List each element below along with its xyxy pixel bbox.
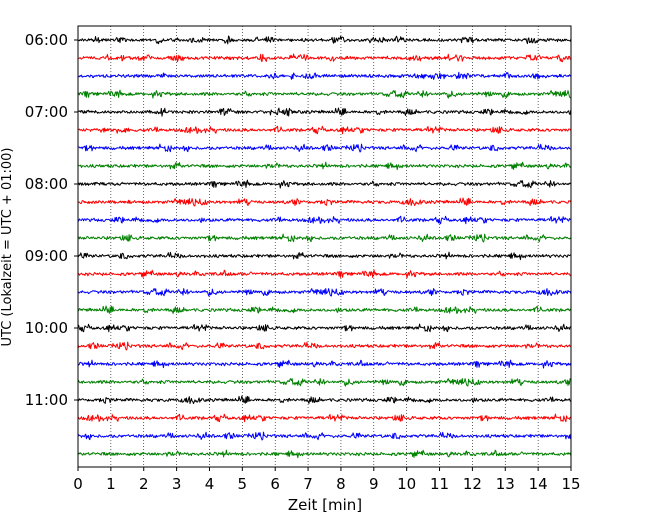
- trace-0900: [77, 251, 572, 261]
- trace-1045: [77, 378, 572, 387]
- x-tick-label-2: 2: [139, 475, 149, 493]
- y-tick-label-3: 09:00: [25, 247, 68, 265]
- trace-1100: [77, 395, 572, 405]
- x-tick-label-9: 9: [369, 475, 379, 493]
- x-tick-label-15: 15: [561, 475, 580, 493]
- x-tick-label-3: 3: [172, 475, 182, 493]
- trace-1130: [77, 431, 572, 441]
- trace-0830: [77, 215, 572, 225]
- x-tick-label-1: 1: [106, 475, 116, 493]
- trace-1030: [77, 359, 572, 369]
- trace-0945: [77, 305, 572, 314]
- trace-0630: [77, 71, 572, 80]
- x-tick-label-5: 5: [238, 475, 248, 493]
- trace-0745: [77, 161, 572, 171]
- x-axis-ticks: 0 1 2 3 4 5 6 7 8 9 10 11 12 13 14 15: [73, 467, 581, 493]
- x-tick-label-0: 0: [73, 475, 83, 493]
- x-tick-label-12: 12: [463, 475, 482, 493]
- trace-group: [77, 35, 572, 459]
- trace-1000: [77, 323, 572, 333]
- x-tick-label-10: 10: [397, 475, 416, 493]
- y-tick-label-2: 08:00: [25, 175, 68, 193]
- x-tick-label-11: 11: [430, 475, 449, 493]
- trace-0815: [77, 197, 572, 207]
- trace-1115: [77, 413, 572, 423]
- trace-0915: [77, 269, 572, 279]
- trace-0700: [77, 107, 572, 117]
- x-tick-label-14: 14: [529, 475, 548, 493]
- x-tick-label-7: 7: [303, 475, 313, 493]
- x-axis-label: Zeit [min]: [288, 496, 362, 514]
- trace-1145: [77, 449, 572, 459]
- trace-0615: [77, 53, 571, 63]
- y-tick-label-1: 07:00: [25, 103, 68, 121]
- trace-0930: [77, 288, 572, 297]
- y-tick-label-5: 11:00: [25, 391, 68, 409]
- x-tick-label-8: 8: [336, 475, 346, 493]
- x-tick-label-13: 13: [496, 475, 515, 493]
- y-tick-label-4: 10:00: [25, 319, 68, 337]
- x-tick-label-6: 6: [270, 475, 280, 493]
- trace-0845: [77, 233, 572, 243]
- x-tick-label-4: 4: [205, 475, 215, 493]
- trace-0715: [77, 125, 572, 135]
- trace-1015: [77, 341, 572, 351]
- trace-0600: [77, 35, 572, 45]
- y-tick-label-0: 06:00: [25, 31, 68, 49]
- plot-frame: [77, 25, 572, 468]
- trace-0800: [77, 179, 572, 189]
- y-axis-label: UTC (Lokalzeit = UTC + 01:00): [0, 148, 15, 347]
- trace-0645: [77, 89, 571, 99]
- trace-0730: [77, 143, 571, 153]
- y-axis-ticks: 06:00 07:00 08:00 09:00 10:00 11:00: [25, 31, 78, 409]
